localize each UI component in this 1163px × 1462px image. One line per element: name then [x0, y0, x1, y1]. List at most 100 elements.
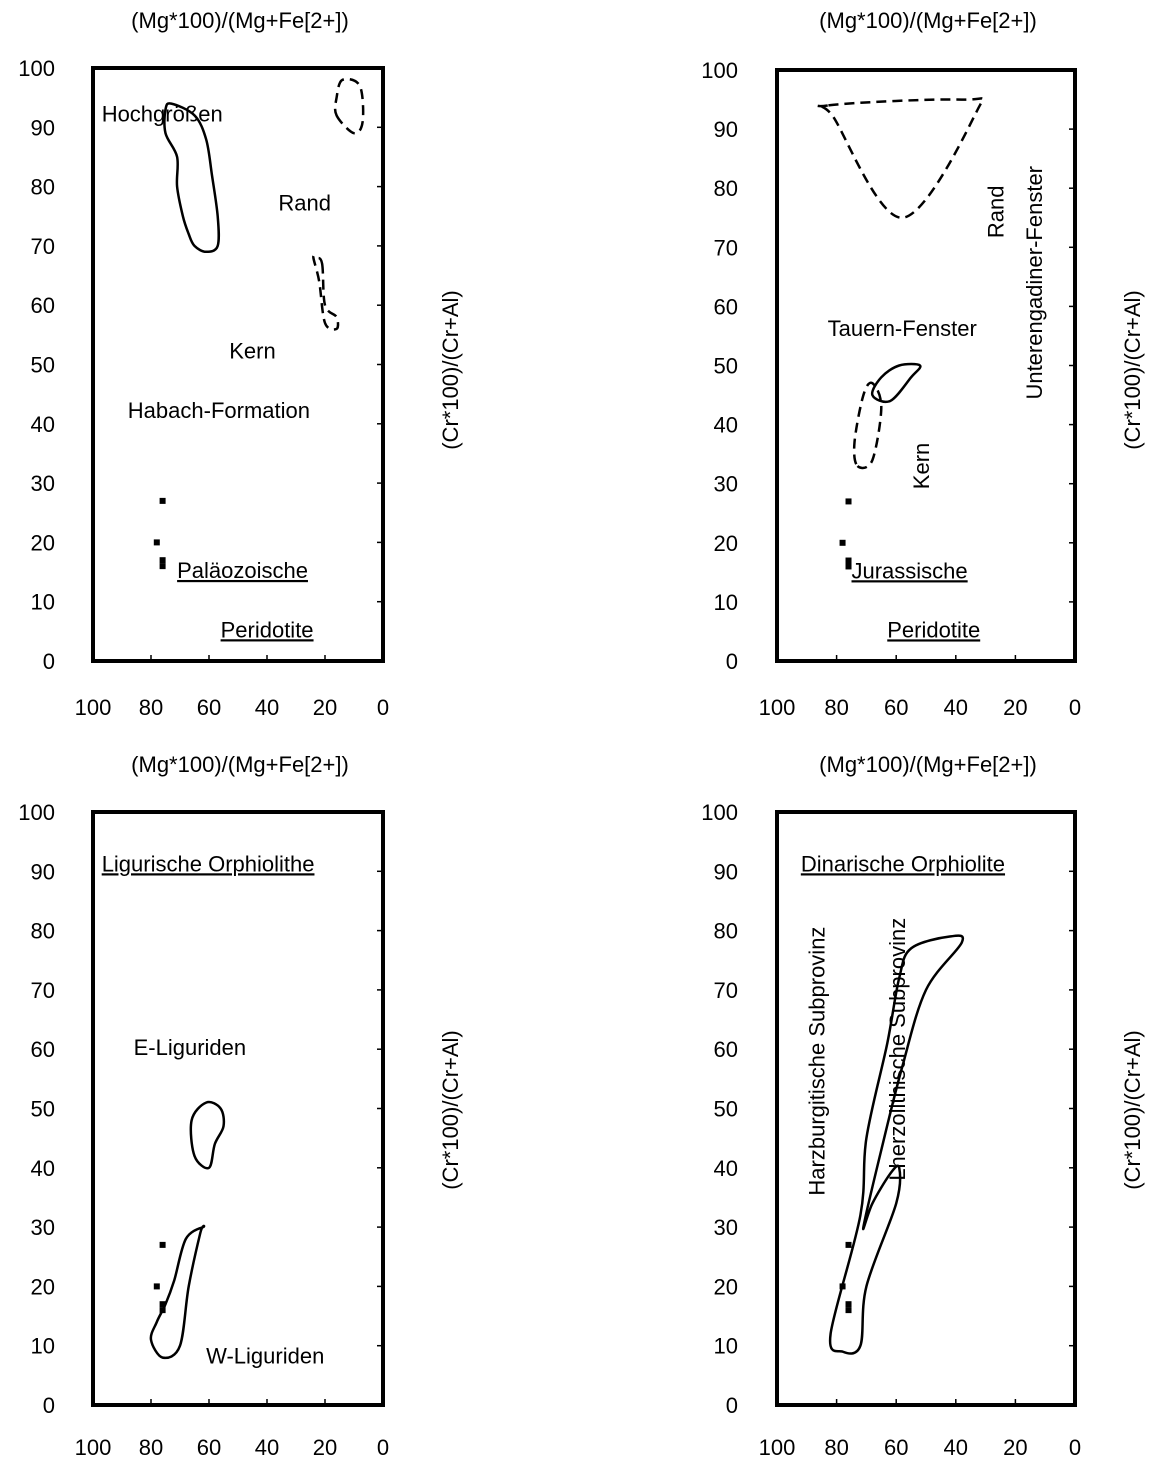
x-tick-label: 100 [759, 695, 796, 720]
panel-bottom-left: 0 10 20 30 40 50 60 70 80 90 100 100 80 60 40 20 0 (Mg*10… [18, 752, 463, 1460]
y-tick-label: 10 [714, 1334, 738, 1359]
y-tick-label: 60 [31, 293, 55, 318]
annotation-hochgroessen: Hochgrößen [102, 101, 223, 126]
annotation-kern: Kern [229, 339, 275, 364]
y-tick-label: 40 [714, 413, 738, 438]
y-tick-label: 80 [714, 919, 738, 944]
x-tick-label: 80 [139, 1435, 163, 1460]
annotation-kern: Kern [909, 443, 934, 489]
data-marker [159, 1307, 166, 1314]
y-tick-label: 100 [701, 58, 738, 83]
data-marker [845, 1301, 852, 1308]
y-tick-label: 70 [31, 978, 55, 1003]
region-outline [163, 102, 221, 254]
annotation-group1: Paläozoische [177, 558, 308, 583]
y-tick-label: 40 [31, 1156, 55, 1181]
y-tick-label: 50 [31, 353, 55, 378]
x-tick-label: 40 [944, 1435, 968, 1460]
y-tick-label: 10 [31, 590, 55, 615]
x-tick-label: 80 [824, 1435, 848, 1460]
data-marker [153, 539, 160, 546]
y-tick-label: 0 [43, 1393, 55, 1418]
annotation-group2: Peridotite [221, 617, 314, 642]
annotation-harzburgitische: Harzburgitische Subprovinz [805, 927, 830, 1196]
y-tick-label: 90 [31, 859, 55, 884]
annotation-w_liguriden: W-Liguriden [206, 1343, 324, 1368]
x-tick-label: 40 [255, 695, 279, 720]
x-tick-label: 60 [197, 1435, 221, 1460]
panel-top-left: 0 10 20 30 40 50 60 70 80 90 100 100 80 60 40 20 0 (Mg*10… [18, 8, 463, 720]
region-outline [870, 362, 922, 404]
annotation-tauern: Tauern-Fenster [828, 316, 977, 341]
y-tick-label: 50 [714, 1097, 738, 1122]
x-axis-label: (Mg*100)/(Mg+Fe[2+]) [131, 8, 349, 33]
data-marker [159, 1241, 166, 1248]
annotation-rand: Rand [278, 190, 331, 215]
y-tick-label: 70 [31, 234, 55, 259]
y-tick-label: 80 [31, 919, 55, 944]
y-tick-label: 80 [31, 175, 55, 200]
plot-frame [91, 810, 385, 1407]
x-tick-label: 0 [1069, 695, 1081, 720]
x-tick-label: 20 [1003, 1435, 1027, 1460]
region-outline [828, 934, 965, 1355]
x-axis-label: (Mg*100)/(Mg+Fe[2+]) [819, 8, 1037, 33]
y-tick-label: 30 [714, 1215, 738, 1240]
y-tick-label: 60 [31, 1037, 55, 1062]
y-tick-label: 0 [726, 1393, 738, 1418]
y-tick-label: 0 [43, 649, 55, 674]
data-marker [839, 1283, 846, 1290]
annotation-e_liguriden: E-Liguriden [134, 1035, 247, 1060]
y-tick-label: 100 [18, 56, 55, 81]
data-marker [845, 1241, 852, 1248]
region-outline [333, 77, 365, 135]
x-tick-label: 40 [255, 1435, 279, 1460]
annotation-group1: Jurassische [852, 558, 968, 583]
y-axis-label: (Cr*100)/(Cr+Al) [1120, 1030, 1145, 1190]
x-tick-label: 0 [377, 695, 389, 720]
region-outline [189, 1100, 226, 1170]
y-tick-label: 90 [31, 115, 55, 140]
y-tick-label: 20 [714, 531, 738, 556]
annotation-title: Dinarische Orphiolite [801, 851, 1005, 876]
region-outline [815, 97, 985, 220]
y-tick-label: 50 [714, 354, 738, 379]
x-tick-label: 100 [759, 1435, 796, 1460]
annotation-group2: Peridotite [887, 617, 980, 642]
y-tick-label: 20 [714, 1274, 738, 1299]
data-marker [159, 497, 166, 504]
x-axis-label: (Mg*100)/(Mg+Fe[2+]) [131, 752, 349, 777]
y-tick-label: 40 [31, 412, 55, 437]
y-tick-label: 10 [714, 590, 738, 615]
data-marker [159, 563, 166, 570]
y-axis-label: (Cr*100)/(Cr+Al) [438, 290, 463, 450]
y-tick-label: 50 [31, 1097, 55, 1122]
x-tick-label: 20 [313, 695, 337, 720]
annotation-habach: Habach-Formation [128, 398, 310, 423]
x-axis-label: (Mg*100)/(Mg+Fe[2+]) [819, 752, 1037, 777]
y-tick-label: 80 [714, 176, 738, 201]
x-tick-label: 0 [377, 1435, 389, 1460]
y-tick-label: 60 [714, 294, 738, 319]
y-tick-label: 10 [31, 1334, 55, 1359]
y-tick-label: 40 [714, 1156, 738, 1181]
y-tick-label: 20 [31, 1274, 55, 1299]
x-tick-label: 100 [75, 1435, 112, 1460]
data-marker [159, 557, 166, 564]
panel-bottom-right: 0 10 20 30 40 50 60 70 80 90 100 100 80 60 40 20 0 (Mg*10… [701, 752, 1145, 1460]
region-outline [149, 1224, 206, 1360]
y-tick-label: 90 [714, 859, 738, 884]
annotation-lherzolithische: Lherzolithische Subprovinz [885, 918, 910, 1181]
data-marker [845, 563, 852, 570]
panel-top-right: 0 10 20 30 40 50 60 70 80 90 100 100 80 60 40 20 0 (Mg*10… [701, 8, 1145, 720]
region-outline [312, 254, 340, 331]
y-tick-label: 20 [31, 530, 55, 555]
y-axis-label: (Cr*100)/(Cr+Al) [1120, 290, 1145, 450]
annotation-rand: Rand [983, 186, 1008, 239]
x-tick-label: 60 [197, 695, 221, 720]
x-tick-label: 0 [1069, 1435, 1081, 1460]
y-tick-label: 70 [714, 235, 738, 260]
y-tick-label: 100 [18, 800, 55, 825]
y-axis-label: (Cr*100)/(Cr+Al) [438, 1030, 463, 1190]
